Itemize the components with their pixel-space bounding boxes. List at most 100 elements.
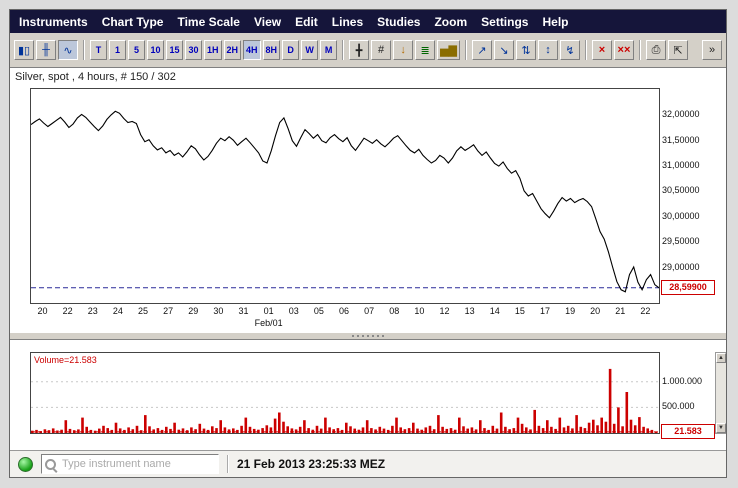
current-price-box: 28,59900	[661, 279, 715, 295]
x-axis-label: 20	[37, 306, 48, 316]
price-axis-label: 32,00000	[662, 109, 700, 120]
zigzag-down-button[interactable]: ↘	[493, 40, 514, 60]
toolbar-separator	[83, 40, 85, 60]
zigzag-extend-button[interactable]: ↕	[537, 40, 558, 60]
x-axis-label: 27	[163, 306, 174, 316]
delete-line-button[interactable]: ×	[591, 40, 612, 60]
chart-title: Silver, spot , 4 hours, # 150 / 302	[15, 71, 176, 83]
timeframe-month-button[interactable]: M	[320, 40, 338, 60]
x-axis-label: 30	[213, 306, 224, 316]
x-axis-label: 01	[263, 306, 274, 316]
price-axis-label: 30,50000	[662, 185, 700, 196]
x-axis-label: 05	[313, 306, 324, 316]
timeframe-8h-button[interactable]: 8H	[262, 40, 281, 60]
menu-settings[interactable]: Settings	[481, 14, 529, 29]
volume-scrollbar[interactable]: ▲ ▼	[715, 352, 726, 434]
scroll-up-icon[interactable]: ▲	[716, 353, 726, 363]
price-line	[30, 110, 660, 293]
levels-button[interactable]: ≣	[415, 40, 436, 60]
line-chart-button[interactable]: ∿	[58, 40, 78, 60]
toolbar-separator	[638, 40, 641, 60]
instrument-search-box[interactable]	[41, 454, 219, 474]
timeframe-15m-button[interactable]: 15	[166, 40, 183, 60]
price-axis-label: 31,00000	[662, 160, 700, 171]
status-bar: 21 Feb 2013 23:25:33 MEZ	[10, 450, 726, 477]
volume-plot[interactable]: Volume=21.583	[30, 352, 660, 434]
x-axis-label: 08	[389, 306, 400, 316]
chart-area: Silver, spot , 4 hours, # 150 / 302 28,5…	[10, 67, 726, 450]
timeframe-day-button[interactable]: D	[282, 40, 300, 60]
x-axis-label: 22	[62, 306, 73, 316]
instrument-search-input[interactable]	[60, 457, 215, 471]
x-axis-month-label: Feb/01	[254, 318, 283, 328]
connection-status-led	[18, 456, 33, 472]
zigzag-delete-button[interactable]: ↯	[559, 40, 580, 60]
scroll-down-icon[interactable]: ▼	[716, 423, 726, 433]
x-axis-label: 21	[615, 306, 626, 316]
timeframe-4h-button[interactable]: 4H	[243, 40, 261, 60]
x-axis-label: 22	[640, 306, 651, 316]
indicator-histogram-button[interactable]: ▅▇	[437, 40, 460, 60]
price-axis-label: 30,00000	[662, 210, 700, 221]
price-plot[interactable]	[30, 88, 660, 304]
menu-view[interactable]: View	[253, 14, 282, 29]
menu-zoom[interactable]: Zoom	[434, 14, 468, 29]
pin-window-button[interactable]: ⇱	[667, 40, 688, 60]
x-axis-label: 15	[514, 306, 525, 316]
x-axis-label: 12	[439, 306, 450, 316]
timeframe-30m-button[interactable]: 30	[185, 40, 202, 60]
toolbar-separator	[584, 40, 587, 60]
x-axis-label: 31	[238, 306, 249, 316]
menu-instruments[interactable]: Instruments	[19, 14, 88, 29]
app-window: Instruments Chart Type Time Scale View E…	[9, 9, 727, 478]
timeframe-week-button[interactable]: W	[301, 40, 319, 60]
current-volume-box: 21.583	[661, 423, 715, 439]
pane-splitter[interactable]	[10, 332, 726, 340]
price-alert-button[interactable]: ↓	[393, 40, 414, 60]
menu-lines[interactable]: Lines	[331, 14, 364, 29]
menu-bar: Instruments Chart Type Time Scale View E…	[10, 10, 726, 33]
x-axis-label: 07	[364, 306, 375, 316]
menu-edit[interactable]: Edit	[295, 14, 318, 29]
x-axis-label: 25	[138, 306, 149, 316]
toolbar-separator	[342, 40, 345, 60]
price-axis-label: 31,50000	[662, 134, 700, 145]
menu-help[interactable]: Help	[542, 14, 569, 29]
toolbar-overflow-button[interactable]: »	[702, 40, 722, 60]
status-separator	[227, 455, 229, 473]
timeframe-2h-button[interactable]: 2H	[223, 40, 242, 60]
timeframe-1m-button[interactable]: 1	[109, 40, 126, 60]
toolbar-separator	[464, 40, 467, 60]
candlestick-chart-button[interactable]: ▮▯	[14, 40, 34, 60]
x-axis-label: 10	[414, 306, 425, 316]
x-axis-label: 17	[539, 306, 550, 316]
zigzag-both-button[interactable]: ⇅	[515, 40, 536, 60]
volume-label: Volume=21.583	[34, 355, 97, 365]
x-axis-label: 14	[489, 306, 500, 316]
timeframe-5m-button[interactable]: 5	[128, 40, 145, 60]
timeframe-tick-button[interactable]: T	[90, 40, 107, 60]
delete-all-lines-button[interactable]: ××	[613, 40, 634, 60]
ohlc-chart-button[interactable]: ╫	[36, 40, 56, 60]
crosshair-button[interactable]: ╋	[349, 40, 370, 60]
menu-chart-type[interactable]: Chart Type	[101, 14, 164, 29]
search-icon	[45, 458, 56, 470]
clock-text: 21 Feb 2013 23:25:33 MEZ	[237, 457, 386, 471]
volume-bar-chart	[31, 368, 659, 433]
x-axis-label: 19	[565, 306, 576, 316]
x-axis-label: 29	[188, 306, 199, 316]
toolbar: ▮▯ ╫ ∿ T 1 5 10 15 30 1H 2H 4H 8H D W M …	[10, 33, 726, 67]
x-axis-label: 23	[87, 306, 98, 316]
price-axis-label: 29,00000	[662, 261, 700, 272]
timeframe-10m-button[interactable]: 10	[147, 40, 164, 60]
menu-studies[interactable]: Studies	[377, 14, 421, 29]
volume-axis-label: 500.000	[662, 401, 695, 412]
zigzag-up-button[interactable]: ↗	[471, 40, 492, 60]
x-axis-label: 20	[590, 306, 601, 316]
hash-button[interactable]: #	[371, 40, 392, 60]
menu-time-scale[interactable]: Time Scale	[177, 14, 240, 29]
x-axis-label: 03	[288, 306, 299, 316]
print-button[interactable]: ⎙	[645, 40, 666, 60]
volume-axis-label: 1.000.000	[662, 375, 703, 386]
timeframe-1h-button[interactable]: 1H	[204, 40, 222, 60]
